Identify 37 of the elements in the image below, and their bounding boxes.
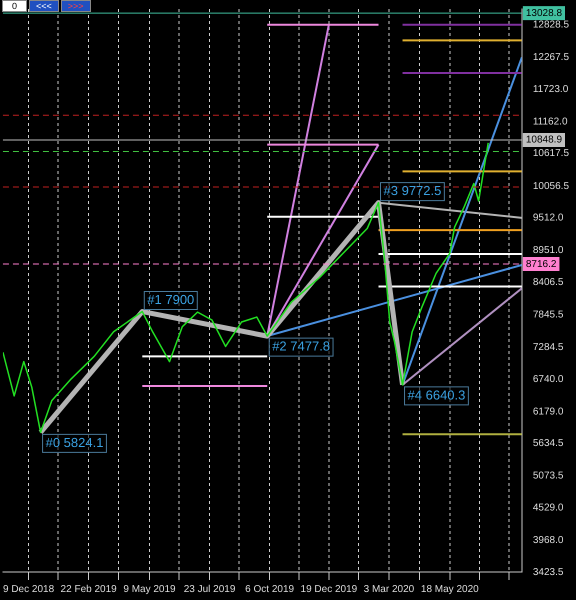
y-tick-label: 9512.0 [532,212,564,224]
button: 0 [2,0,28,12]
y-tick-label: 4529.0 [532,502,564,514]
y-tick-label: 6179.0 [532,406,564,418]
ref-line-label: 8716.2 [526,258,557,270]
annotation: #2 7477.8 [272,338,330,354]
y-tick-label: 7845.5 [532,309,564,320]
y-tick-label: 12828.5 [532,20,570,31]
annotation: #4 6640.3 [408,387,466,402]
y-tick-label: 5073.5 [532,470,564,482]
y-tick-label: 8951.0 [532,245,564,256]
x-tick-label: 19 Dec 2019 [300,584,358,595]
y-tick-label: 5634.5 [532,438,564,450]
y-tick-label: 3968.0 [532,535,564,546]
x-tick-label: 9 May 2019 [123,584,176,595]
y-tick-label: 6740.0 [532,374,564,385]
y-tick-label: 10056.5 [532,180,570,192]
annotation: #3 9772.5 [384,183,442,198]
x-tick-label: 18 May 2020 [420,584,480,595]
y-tick-label: 10617.5 [532,148,570,160]
y-tick-label: 8406.5 [532,276,564,288]
ref-line-label: 13028.8 [526,8,562,19]
x-tick-label: 6 Oct 2019 [245,584,295,595]
x-tick-label: 9 Dec 2018 [2,584,55,595]
y-tick-label: 11723.0 [532,84,569,95]
button: <<< [29,0,59,12]
button: >>> [60,0,91,12]
y-tick-label: 3423.5 [532,566,564,578]
x-tick-label: 3 Mar 2020 [364,584,415,595]
y-tick-label: 7284.5 [532,342,564,354]
annotation: #1 7900 [147,292,194,308]
y-tick-label: 12267.5 [532,52,570,64]
annotation: #0 5824.1 [46,434,104,450]
x-tick-label: 23 Jul 2019 [184,584,236,595]
x-tick-label: 22 Feb 2019 [60,584,118,595]
y-tick-label: 11162.0 [532,116,568,128]
ref-line-label: 10848.9 [526,134,562,146]
